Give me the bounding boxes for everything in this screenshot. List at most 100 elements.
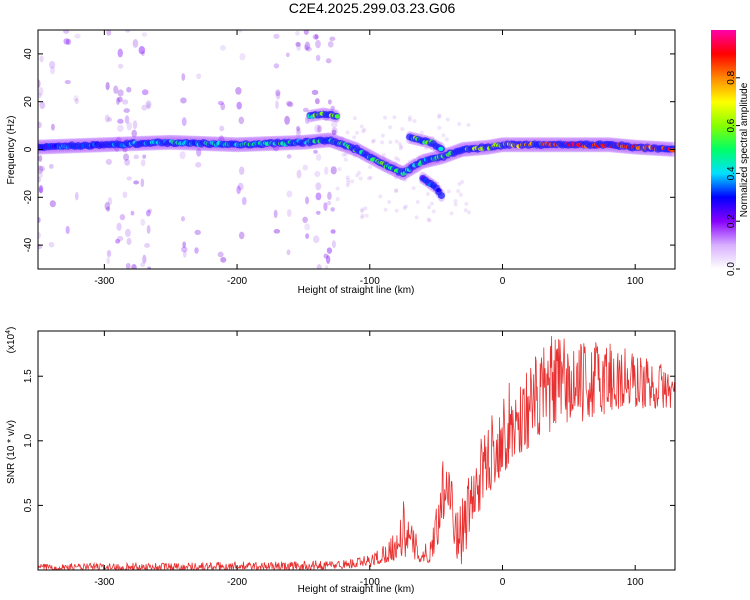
noise-dot [304, 41, 311, 51]
noise-dot [64, 80, 71, 85]
noise-dot [415, 199, 420, 204]
spectrogram-y-label: Frequency (Hz) [6, 116, 17, 185]
noise-dot [315, 192, 322, 201]
noise-dot [407, 159, 412, 164]
noise-dot [327, 99, 332, 105]
noise-dot [179, 151, 186, 160]
noise-dot [275, 89, 281, 97]
noise-dot [74, 33, 81, 39]
noise-dot [366, 176, 371, 181]
noise-dot [315, 39, 321, 49]
noise-dot [358, 176, 363, 181]
noise-dot [368, 164, 373, 169]
noise-dot [305, 46, 312, 52]
spectrogram-y-tick-label: 40 [23, 48, 34, 60]
snr-x-tick-label: -200 [227, 577, 247, 588]
noise-dot [38, 155, 43, 162]
noise-dot [39, 101, 46, 109]
snr-scale-close: ) [6, 327, 17, 330]
noise-dot [315, 210, 321, 215]
noise-dot [407, 115, 412, 120]
noise-dot [315, 182, 322, 191]
noise-dot [340, 136, 345, 141]
noise-dot [445, 117, 450, 122]
noise-dot [394, 156, 399, 161]
noise-dot [296, 42, 302, 51]
noise-dot [123, 108, 130, 114]
noise-dot [117, 89, 124, 97]
noise-dot [378, 194, 383, 199]
spectrogram-y-tick-label: -20 [23, 190, 34, 205]
noise-dot [326, 200, 332, 206]
noise-dot [397, 141, 402, 146]
noise-dot [220, 102, 226, 111]
noise-dot [104, 114, 110, 123]
noise-dot [238, 30, 243, 33]
noise-dot [363, 206, 368, 211]
noise-dot [74, 98, 79, 104]
noise-dot [38, 121, 42, 129]
noise-dot [238, 231, 245, 240]
noise-dot [446, 189, 451, 194]
noise-dot [371, 138, 376, 143]
noise-dot [182, 250, 187, 258]
noise-dot [444, 137, 449, 142]
noise-dot [463, 208, 468, 213]
noise-dot [126, 86, 132, 93]
ridge-point [436, 188, 442, 193]
noise-dot [346, 180, 351, 185]
noise-dot [331, 121, 338, 128]
noise-dot [380, 140, 385, 145]
noise-dot [453, 199, 458, 204]
noise-dot [325, 255, 331, 264]
noise-dot [312, 34, 319, 40]
spectrogram-x-label: Height of straight line (km) [298, 285, 415, 296]
noise-dot [403, 204, 408, 209]
snr-marks [38, 336, 675, 570]
noise-dot [286, 249, 291, 256]
noise-dot [196, 148, 202, 157]
noise-dot [380, 133, 385, 138]
colorbar-ticks: 0.0 0.2 0.4 0.6 0.8 [726, 70, 740, 276]
noise-dot [327, 191, 332, 200]
noise-dot [126, 237, 132, 246]
noise-dot [180, 216, 186, 222]
noise-dot [235, 87, 242, 95]
noise-dot [414, 215, 419, 220]
noise-dot [132, 38, 139, 48]
svg-text:(x104): (x104) [5, 327, 17, 354]
noise-dot [285, 52, 290, 58]
spectrogram-x-tick-label: -300 [94, 276, 114, 287]
noise-dot [106, 206, 110, 212]
noise-dot [286, 209, 292, 218]
noise-dot [117, 124, 124, 132]
noise-dot [394, 208, 399, 213]
noise-dot [38, 231, 41, 239]
noise-dot [456, 189, 461, 194]
noise-dot [146, 102, 151, 110]
noise-dot [324, 265, 329, 269]
noise-dot [355, 173, 360, 178]
noise-dot [140, 159, 146, 167]
noise-dot [140, 218, 146, 226]
noise-dot [106, 249, 112, 258]
noise-dot [125, 30, 131, 33]
noise-dot [146, 225, 151, 234]
noise-dot [302, 107, 309, 113]
noise-dot [142, 254, 147, 264]
noise-dot [74, 191, 79, 201]
noise-dot [331, 129, 337, 136]
noise-dot [393, 175, 398, 180]
noise-dot [324, 166, 329, 175]
noise-dot [295, 129, 301, 138]
noise-dot [38, 217, 41, 223]
noise-dot [345, 177, 350, 182]
noise-dot [273, 63, 280, 69]
noise-dot [329, 36, 336, 42]
noise-dot [106, 30, 112, 36]
noise-dot [330, 105, 335, 111]
noise-dot [429, 201, 434, 206]
noise-dot [284, 115, 290, 125]
snr-scale-exp: 4 [5, 330, 12, 334]
noise-dot [142, 154, 147, 159]
